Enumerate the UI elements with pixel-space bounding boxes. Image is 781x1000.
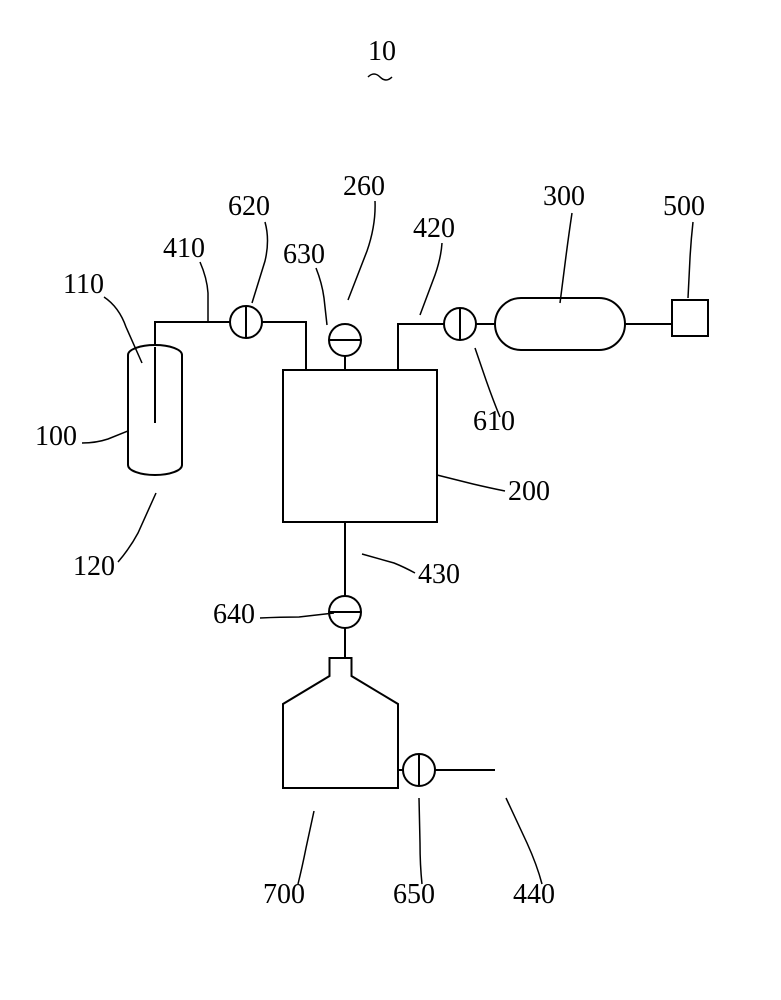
diagram-canvas: 10 110 100 120 410 620 630 260 420 300 500 610 200 43… xyxy=(0,0,781,1000)
bottle-700 xyxy=(283,658,398,788)
leader-line xyxy=(437,475,505,491)
ref-label-110: 110 xyxy=(63,269,104,300)
leader-line xyxy=(316,268,327,325)
ref-label-100: 100 xyxy=(35,421,77,452)
ref-label-430: 430 xyxy=(418,559,460,590)
ref-label-440: 440 xyxy=(513,879,555,910)
ref-label-260: 260 xyxy=(343,171,385,202)
leader-line xyxy=(362,554,415,573)
leader-line xyxy=(260,613,334,618)
leader-line xyxy=(298,811,314,884)
title-squiggle xyxy=(368,74,392,80)
box-500 xyxy=(672,300,708,336)
ref-label-500: 500 xyxy=(663,191,705,222)
tank-300 xyxy=(495,298,625,350)
ref-label-300: 300 xyxy=(543,181,585,212)
leader-line xyxy=(82,431,128,443)
leader-line xyxy=(688,222,693,298)
leader-line xyxy=(419,798,422,884)
leader-line xyxy=(506,798,542,884)
leader-line xyxy=(104,297,142,363)
leader-line xyxy=(200,262,208,323)
ref-label-640: 640 xyxy=(213,599,255,630)
leader-line xyxy=(420,243,442,315)
leader-line xyxy=(118,493,156,562)
connector xyxy=(262,322,306,370)
ref-label-630: 630 xyxy=(283,239,325,270)
ref-label-410: 410 xyxy=(163,233,205,264)
ref-label-650: 650 xyxy=(393,879,435,910)
connector xyxy=(155,322,230,345)
connector xyxy=(398,324,444,370)
leader-line xyxy=(348,201,375,300)
block-200 xyxy=(283,370,437,522)
ref-label-120: 120 xyxy=(73,551,115,582)
ref-label-610: 610 xyxy=(473,406,515,437)
leader-line xyxy=(252,222,268,303)
ref-label-420: 420 xyxy=(413,213,455,244)
figure-title: 10 xyxy=(368,36,396,67)
ref-label-200: 200 xyxy=(508,476,550,507)
leader-line xyxy=(560,213,572,303)
ref-label-620: 620 xyxy=(228,191,270,222)
